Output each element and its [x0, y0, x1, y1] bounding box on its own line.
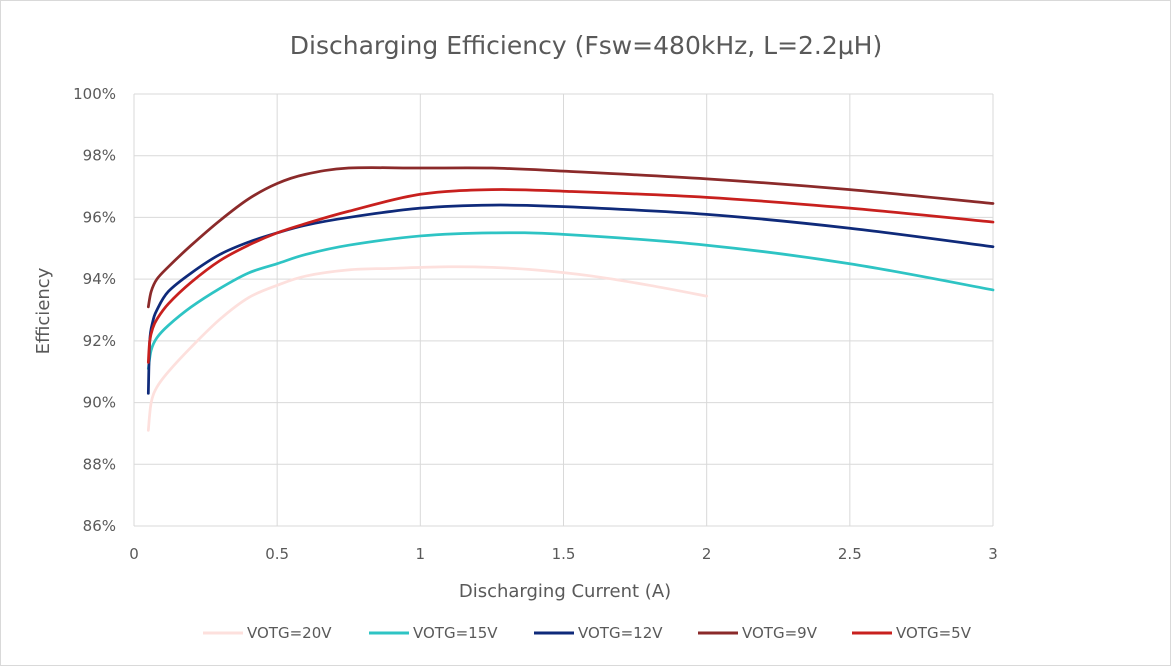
legend-label: VOTG=12V: [578, 624, 663, 642]
legend-label: VOTG=20V: [247, 624, 332, 642]
series-line-votg-15v: [146, 231, 995, 371]
x-tick-label: 0: [129, 545, 139, 563]
legend-label: VOTG=5V: [896, 624, 972, 642]
y-tick-label: 100%: [73, 85, 116, 103]
x-tick-label: 1: [416, 545, 426, 563]
x-tick-label: 2: [702, 545, 712, 563]
x-tick-label: 1.5: [552, 545, 576, 563]
y-tick-label: 88%: [83, 455, 116, 473]
gridlines: [133, 93, 994, 527]
tick-labels: 86% 88% 90% 92% 94% 96% 98% 100% 0 0.5 1 1.5 2 2.5 3: [73, 85, 998, 563]
y-axis-title: Efficiency: [33, 267, 54, 354]
series-lines: [146, 166, 995, 432]
y-tick-label: 90%: [83, 394, 116, 412]
chart-title: Discharging Efficiency (Fsw=480kHz, L=2.…: [290, 31, 882, 60]
y-tick-label: 86%: [83, 517, 116, 535]
legend: VOTG=20V VOTG=15V VOTG=12V VOTG=9V VOTG=5V: [203, 624, 972, 642]
x-tick-label: 2.5: [838, 545, 862, 563]
y-tick-label: 94%: [83, 270, 116, 288]
series-line-votg-9v: [146, 166, 995, 309]
series-line-votg-20v: [146, 265, 709, 432]
x-tick-label: 0.5: [265, 545, 289, 563]
y-tick-label: 92%: [83, 332, 116, 350]
x-tick-label: 3: [988, 545, 998, 563]
series-line-votg-5v: [146, 188, 995, 364]
legend-label: VOTG=9V: [742, 624, 818, 642]
legend-label: VOTG=15V: [413, 624, 498, 642]
y-tick-label: 98%: [83, 147, 116, 165]
x-axis-title: Discharging Current (A): [459, 581, 671, 602]
y-tick-label: 96%: [83, 208, 116, 226]
